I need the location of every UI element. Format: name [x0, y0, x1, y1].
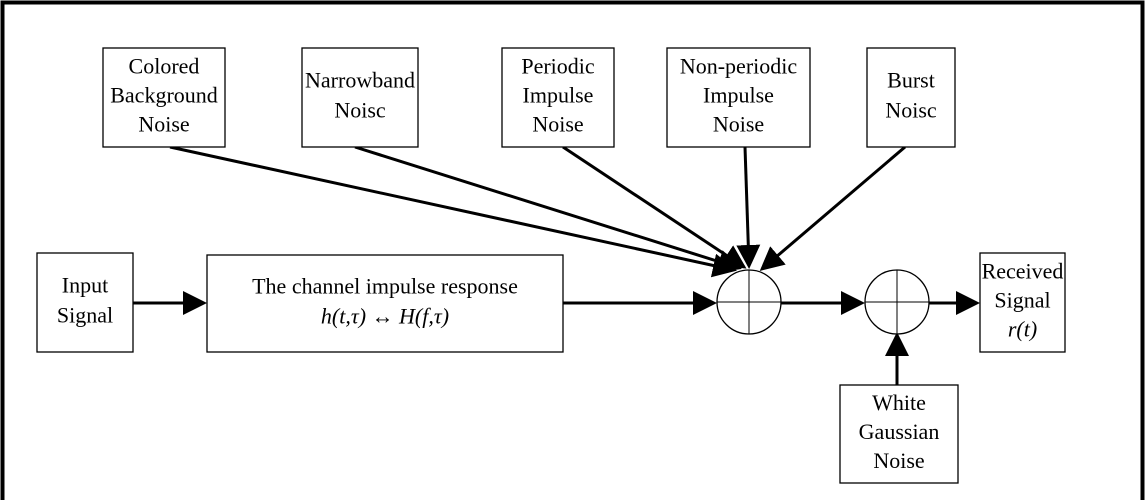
node-label: Received	[982, 259, 1064, 284]
node-label: Noisc	[334, 98, 386, 123]
node-label: Noise	[713, 112, 764, 137]
arrow	[759, 145, 906, 271]
node-label: White	[872, 390, 926, 415]
box	[301, 47, 419, 148]
node-label: Colored	[129, 54, 200, 79]
node-label: Signal	[57, 303, 113, 328]
box	[866, 47, 956, 148]
node-label: Signal	[994, 288, 1050, 313]
box	[206, 254, 564, 353]
arrow	[169, 145, 737, 278]
boxes: Colored Background Noise Narrowband Noisc Per…	[36, 47, 1066, 484]
node-label: Periodic	[521, 54, 595, 79]
box	[36, 252, 134, 353]
box	[666, 47, 811, 148]
node-label: Gaussian	[859, 419, 940, 444]
node-label: Impulse	[523, 83, 594, 108]
node-label: Narrowband	[305, 68, 415, 93]
box	[501, 47, 615, 148]
arrow	[354, 145, 742, 274]
node-label: Noise	[873, 448, 924, 473]
node-label: The channel impulse response	[252, 274, 518, 299]
arrow	[562, 145, 747, 269]
node-label: Burst	[887, 68, 935, 93]
node-label: Noise	[138, 112, 189, 137]
node-label: Impulse	[703, 83, 774, 108]
box	[102, 47, 226, 148]
arrow	[736, 146, 761, 269]
arrows	[133, 145, 980, 385]
node-label: r(t)	[1008, 317, 1037, 342]
node-label: Noise	[532, 112, 583, 137]
node-label: Input	[62, 273, 108, 298]
node-label: h(t,τ) ↔ H(f,τ)	[321, 304, 449, 329]
box	[839, 384, 959, 484]
node-label: Noisc	[885, 98, 937, 123]
summers	[716, 269, 930, 335]
box	[979, 252, 1066, 353]
node-label: Background	[110, 83, 218, 108]
node-label: Non-periodic	[680, 54, 798, 79]
